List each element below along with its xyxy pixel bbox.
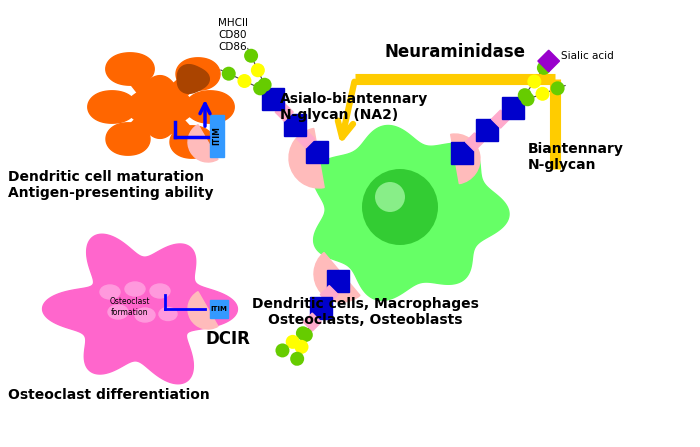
Ellipse shape <box>100 285 120 299</box>
Text: Biantennary
N-glycan: Biantennary N-glycan <box>528 142 624 172</box>
Bar <box>477 119 498 142</box>
Circle shape <box>251 63 265 77</box>
Bar <box>327 270 349 292</box>
Polygon shape <box>88 91 136 123</box>
Polygon shape <box>313 126 509 300</box>
Polygon shape <box>538 50 559 72</box>
Polygon shape <box>177 65 209 93</box>
Circle shape <box>296 326 310 340</box>
Text: Osteoclast differentiation: Osteoclast differentiation <box>8 388 210 402</box>
Text: Osteoclast
formation: Osteoclast formation <box>110 297 150 317</box>
Circle shape <box>362 169 438 245</box>
Polygon shape <box>466 133 484 151</box>
Text: Sialic acid: Sialic acid <box>561 51 613 61</box>
Polygon shape <box>303 313 321 331</box>
Circle shape <box>527 75 541 89</box>
Circle shape <box>375 182 405 212</box>
Text: MHCII
CD80
CD86: MHCII CD80 CD86 <box>218 18 248 51</box>
Polygon shape <box>186 91 234 123</box>
Text: Neuraminidase: Neuraminidase <box>384 43 526 61</box>
Wedge shape <box>188 292 218 329</box>
Circle shape <box>299 328 313 342</box>
Ellipse shape <box>150 284 170 298</box>
Bar <box>309 297 332 319</box>
Polygon shape <box>127 76 194 139</box>
Circle shape <box>276 343 290 358</box>
Circle shape <box>518 88 532 102</box>
Circle shape <box>222 67 236 81</box>
Ellipse shape <box>159 308 177 320</box>
Text: ITIM: ITIM <box>213 127 221 145</box>
Text: ITIM: ITIM <box>211 306 228 312</box>
Polygon shape <box>170 126 214 158</box>
Ellipse shape <box>125 282 145 296</box>
Circle shape <box>244 49 258 63</box>
Wedge shape <box>451 134 480 184</box>
Text: Asialo-biantennary
N-glycan (NA2): Asialo-biantennary N-glycan (NA2) <box>280 92 428 122</box>
Circle shape <box>537 61 551 75</box>
Polygon shape <box>43 234 237 384</box>
Circle shape <box>536 87 550 101</box>
Polygon shape <box>297 130 315 148</box>
Polygon shape <box>176 58 220 90</box>
Circle shape <box>290 352 304 366</box>
Bar <box>210 300 228 318</box>
Polygon shape <box>275 103 293 121</box>
Text: DCIR: DCIR <box>206 330 251 348</box>
Bar <box>262 88 284 110</box>
Ellipse shape <box>135 308 155 322</box>
Circle shape <box>286 335 300 349</box>
Polygon shape <box>106 53 154 85</box>
Bar <box>451 142 473 164</box>
Polygon shape <box>491 110 510 128</box>
Wedge shape <box>289 128 324 188</box>
Wedge shape <box>314 253 360 302</box>
Wedge shape <box>188 125 218 162</box>
Bar <box>503 97 524 119</box>
Polygon shape <box>106 123 150 155</box>
Text: Dendritic cell maturation
Antigen-presenting ability: Dendritic cell maturation Antigen-presen… <box>8 170 213 200</box>
Bar <box>306 141 328 163</box>
Circle shape <box>551 81 565 95</box>
Bar <box>284 114 306 136</box>
Circle shape <box>258 78 272 92</box>
Bar <box>210 115 224 157</box>
Circle shape <box>521 92 535 106</box>
Circle shape <box>237 74 251 88</box>
Polygon shape <box>321 286 338 304</box>
Circle shape <box>295 340 309 354</box>
Ellipse shape <box>108 305 128 319</box>
Text: Dendritic cells, Macrophages
Osteoclasts, Osteoblasts: Dendritic cells, Macrophages Osteoclasts… <box>251 297 478 327</box>
Circle shape <box>253 81 267 95</box>
